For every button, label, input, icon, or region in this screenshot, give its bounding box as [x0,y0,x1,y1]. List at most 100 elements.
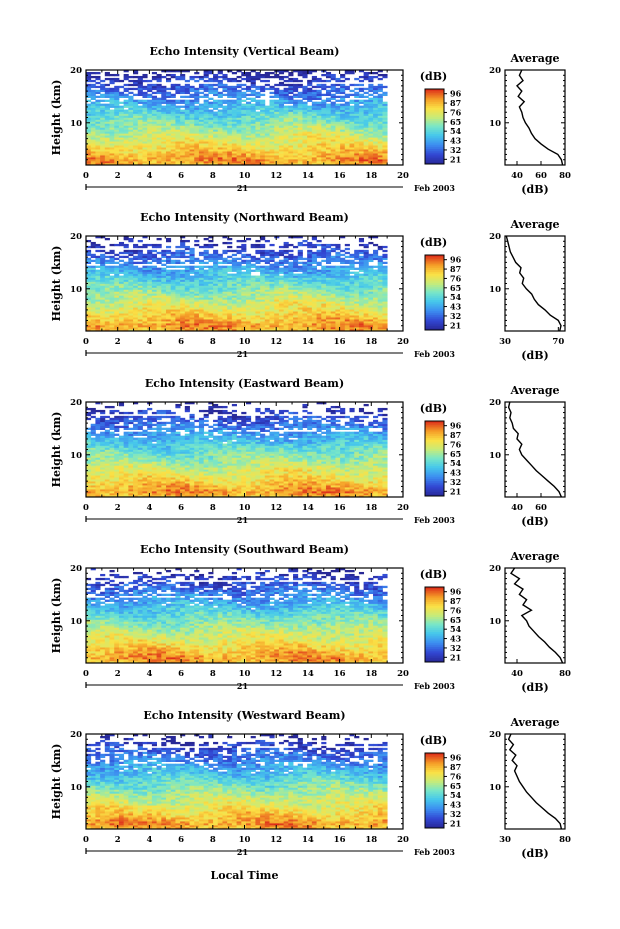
colorbar-tick-label: 76 [450,605,462,615]
colorbar-tick-label: 76 [450,107,462,117]
heatmap-cells [86,70,388,166]
x-tick-label: 12 [270,669,282,679]
colorbar-tick-label: 21 [450,320,461,330]
colorbar-tick-label: 87 [450,430,461,440]
profile-x-label: (dB) [521,847,548,860]
profile-line [505,235,562,332]
profile-x-label: (dB) [521,681,548,694]
profile-title: Average [509,218,559,231]
x-tick-label: 10 [239,171,251,181]
profile-x-tick-label: 80 [559,171,571,181]
x-tick-label: 8 [210,835,216,845]
x-tick-label: 2 [115,171,121,181]
date-label: Feb 2003 [414,681,455,691]
profile-x-tick-label: 40 [511,171,523,181]
colorbar-tick-label: 54 [450,790,462,800]
colorbar-label: (dB) [420,236,447,249]
x-tick-label: 18 [365,337,377,347]
profile-y-tick-label: 10 [489,617,501,627]
colorbar-tick-label: 65 [450,449,461,459]
profile-frame [504,733,566,830]
colorbar-frame [424,752,445,829]
day-label: 21 [237,681,248,691]
y-tick-label: 20 [70,66,82,76]
colorbar-tick-label: 54 [450,292,462,302]
colorbar-tick-label: 76 [450,771,462,781]
profile-y-tick-label: 10 [489,285,501,295]
x-tick-label: 10 [239,503,251,513]
profile-y-tick-label: 20 [489,398,501,408]
profile-x-tick-label: 80 [559,835,571,845]
x-tick-label: 14 [302,669,314,679]
colorbar [425,89,444,165]
x-tick-label: 6 [178,337,184,347]
day-label: 21 [237,515,248,525]
profile-y-tick-label: 10 [489,783,501,793]
profile-title: Average [509,384,559,397]
profile-x-label: (dB) [521,515,548,528]
profile-line [507,733,563,830]
panel-0: Echo Intensity (Vertical Beam) 0 2 4 6 8 10 12 1… [50,45,571,196]
profile-frame [504,567,566,664]
x-tick-label: 14 [302,503,314,513]
x-tick-label: 0 [83,337,89,347]
colorbar-frame [424,420,445,497]
profile-x-tick-label: 30 [499,835,511,845]
colorbar-tick-label: 21 [450,818,461,828]
x-tick-label: 4 [146,337,152,347]
x-tick-label: 14 [302,337,314,347]
x-tick-label: 2 [115,669,121,679]
profile-x-tick-label: 40 [511,669,523,679]
x-tick-label: 8 [210,503,216,513]
date-label: Feb 2003 [414,515,455,525]
x-tick-label: 20 [397,669,409,679]
heatmap-cells [86,734,388,830]
colorbar-tick-label: 43 [450,634,462,644]
y-tick-label: 10 [70,119,82,129]
colorbar-tick-label: 87 [450,596,461,606]
y-axis-label: Height (km) [50,412,63,488]
profile-y-tick-label: 20 [489,564,501,574]
y-axis-label: Height (km) [50,80,63,156]
colorbar-tick-label: 65 [450,283,461,293]
colorbar-tick-label: 32 [450,643,461,653]
panel-1: Echo Intensity (Northward Beam) 0 2 4 6 8 10 12… [50,211,566,362]
x-tick-label: 16 [334,835,346,845]
colorbar-tick-label: 54 [450,624,462,634]
x-tick-label: 20 [397,835,409,845]
colorbar [425,753,444,829]
x-tick-label: 18 [365,835,377,845]
profile-frame [504,69,566,166]
x-tick-label: 14 [302,835,314,845]
colorbar-tick-label: 32 [450,311,461,321]
colorbar-tick-label: 65 [450,781,461,791]
panel-4: Echo Intensity (Westward Beam) 0 2 4 6 8 10 12 1… [50,709,571,860]
colorbar-tick-label: 32 [450,477,461,487]
colorbar-label: (dB) [420,70,447,83]
colorbar-tick-label: 43 [450,800,462,810]
colorbar-tick-label: 76 [450,273,462,283]
colorbar-frame [424,254,445,331]
colorbar-tick-label: 96 [450,753,462,763]
x-tick-label: 12 [270,171,282,181]
profile-line [507,401,563,498]
x-tick-label: 8 [210,337,216,347]
colorbar-label: (dB) [420,402,447,415]
date-label: Feb 2003 [414,847,455,857]
profile-frame [504,401,566,498]
x-tick-label: 2 [115,503,121,513]
y-tick-label: 20 [70,730,82,740]
panel-title: Echo Intensity (Northward Beam) [140,211,349,224]
colorbar-tick-label: 87 [450,762,461,772]
colorbar [425,255,444,331]
colorbar-tick-label: 43 [450,468,462,478]
profile-y-tick-label: 20 [489,232,501,242]
x-tick-label: 20 [397,337,409,347]
colorbar-tick-label: 65 [450,615,461,625]
colorbar-tick-label: 32 [450,145,461,155]
profile-line [510,567,564,664]
colorbar-tick-label: 43 [450,302,462,312]
colorbar-tick-label: 21 [450,486,461,496]
profile-y-tick-label: 10 [489,119,501,129]
x-axis-label: Local Time [211,869,279,882]
